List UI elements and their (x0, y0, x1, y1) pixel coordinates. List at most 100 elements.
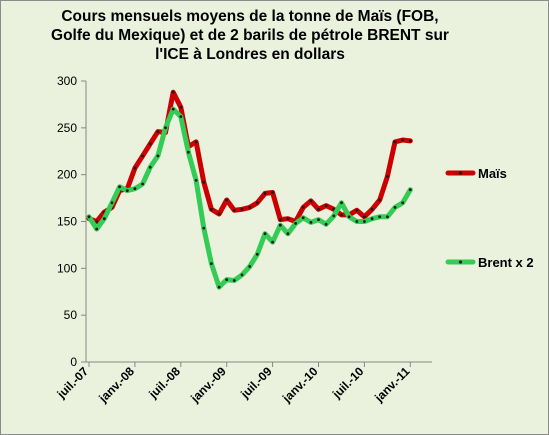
data-point (263, 192, 267, 195)
y-tick-label: 50 (64, 308, 78, 322)
data-point (408, 139, 412, 143)
data-point (386, 175, 389, 178)
x-tick-label: janv.-11 (371, 364, 412, 405)
data-point (332, 214, 336, 218)
chart-title-line-3: l'ICE à Londres en dollars (155, 46, 345, 63)
series-line-brent (86, 106, 413, 290)
data-point (179, 115, 183, 118)
y-tick-label: 150 (57, 215, 77, 229)
y-tick-label: 300 (57, 74, 77, 88)
data-point (309, 199, 313, 203)
x-tick-label: juil.-08 (145, 364, 183, 402)
data-point (210, 262, 213, 265)
legend-label: Brent x 2 (478, 255, 534, 270)
data-point (95, 220, 99, 223)
data-point (401, 201, 405, 205)
chart-title-line-1: Cours mensuels moyens de la tonne de Maï… (61, 8, 439, 25)
data-point (232, 279, 236, 282)
data-point (363, 220, 366, 223)
data-point (225, 198, 229, 202)
chart-title: Cours mensuels moyens de la tonne de Maï… (40, 7, 460, 64)
legend: Maïs Brent x 2 (445, 166, 534, 270)
legend-marker (458, 260, 463, 264)
data-point (217, 212, 221, 216)
data-point (133, 166, 137, 170)
data-point (324, 222, 328, 226)
y-tick-label: 250 (57, 121, 77, 135)
data-point (217, 285, 221, 289)
x-tick-label: juil.-09 (237, 364, 275, 402)
data-point (118, 185, 121, 189)
chart-title-line-2: Golfe du Mexique) et de 2 barils de pétr… (51, 27, 449, 44)
data-point (141, 182, 145, 186)
data-point (278, 218, 282, 222)
data-point (240, 207, 244, 211)
data-point (378, 215, 382, 219)
data-point (301, 206, 305, 209)
y-tick-label: 200 (57, 168, 77, 182)
data-point (370, 217, 374, 221)
data-point (125, 189, 129, 193)
data-point (271, 240, 274, 244)
data-point (232, 208, 236, 212)
data-point (386, 215, 389, 219)
data-point (324, 204, 328, 208)
data-point (286, 232, 290, 236)
data-point (271, 191, 274, 194)
data-point (194, 140, 198, 144)
data-point (401, 138, 405, 142)
data-point (133, 187, 137, 191)
data-point (355, 220, 359, 223)
data-point (164, 126, 167, 130)
data-point (210, 207, 213, 211)
data-point (255, 252, 259, 256)
data-point (378, 198, 382, 202)
y-tick-label: 100 (57, 261, 77, 275)
data-point (248, 206, 252, 209)
data-point (110, 201, 114, 205)
data-point (95, 227, 99, 231)
data-point (370, 207, 374, 211)
data-point (340, 201, 343, 205)
data-point (171, 107, 175, 111)
data-point (309, 221, 313, 224)
data-point (286, 217, 290, 221)
data-point (278, 223, 282, 227)
y-tick-label: 0 (70, 355, 77, 369)
data-point (393, 140, 397, 144)
legend-marker (458, 171, 463, 175)
data-point (317, 218, 320, 222)
data-point (148, 165, 152, 169)
data-point (171, 90, 175, 94)
data-point (87, 215, 91, 219)
data-point (141, 154, 145, 158)
data-point (408, 188, 412, 192)
data-point (202, 226, 206, 230)
x-tick-label: juil.-07 (54, 364, 92, 402)
data-point (393, 206, 397, 209)
x-tick-label: janv.-08 (95, 364, 137, 406)
series-line-mais (86, 89, 413, 224)
x-tick-label: janv.-10 (279, 364, 321, 406)
legend-label: Maïs (478, 166, 507, 181)
data-point (202, 180, 206, 184)
series-layer (86, 89, 413, 290)
data-point (148, 142, 152, 146)
data-point (156, 154, 160, 158)
x-tick-label: juil.-10 (329, 364, 367, 402)
data-point (248, 265, 252, 268)
data-point (179, 105, 183, 109)
x-tick-label: janv.-09 (187, 364, 229, 406)
data-point (347, 215, 351, 219)
data-point (294, 222, 297, 225)
data-point (187, 150, 190, 154)
data-point (225, 278, 229, 281)
data-point (194, 178, 198, 182)
data-point (317, 207, 320, 211)
data-point (301, 216, 305, 220)
data-point (240, 273, 244, 277)
data-point (363, 215, 366, 219)
data-point (263, 232, 267, 236)
